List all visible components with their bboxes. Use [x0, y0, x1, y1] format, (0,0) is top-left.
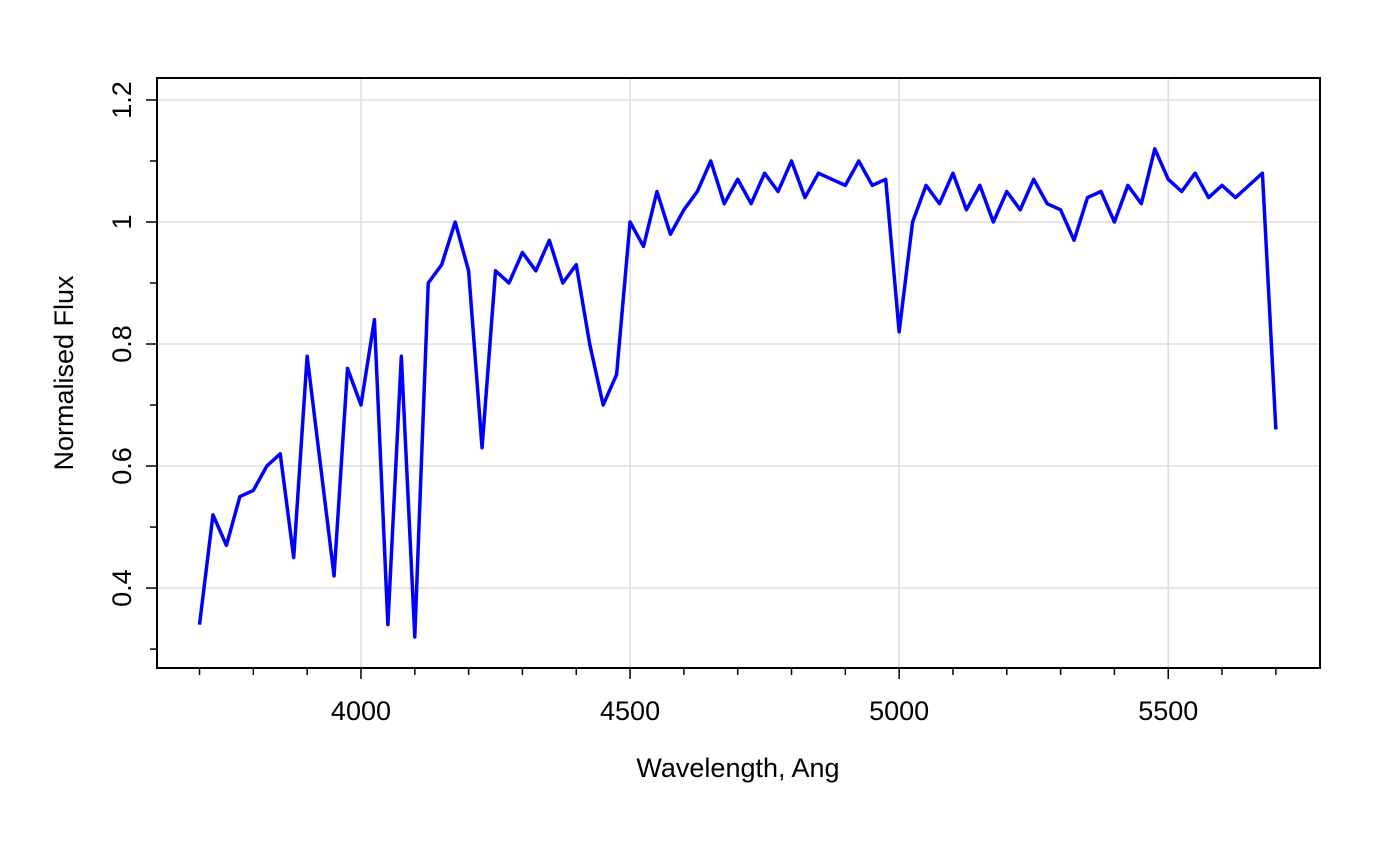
x-tick-label: 5000 — [869, 696, 929, 726]
x-tick-label: 4000 — [331, 696, 391, 726]
y-tick-label: 0.6 — [107, 447, 137, 485]
y-tick-label: 1.2 — [107, 81, 137, 119]
y-tick-label: 0.4 — [107, 569, 137, 607]
x-axis-title: Wavelength, Ang — [636, 753, 839, 783]
spectrum-line — [197, 147, 1278, 639]
y-tick-label: 1 — [107, 214, 137, 229]
x-tick-label: 5500 — [1138, 696, 1198, 726]
y-axis-title: Normalised Flux — [49, 275, 79, 471]
x-tick-label: 4500 — [600, 696, 660, 726]
y-tick-label: 0.8 — [107, 325, 137, 363]
plot-frame — [156, 77, 1321, 669]
